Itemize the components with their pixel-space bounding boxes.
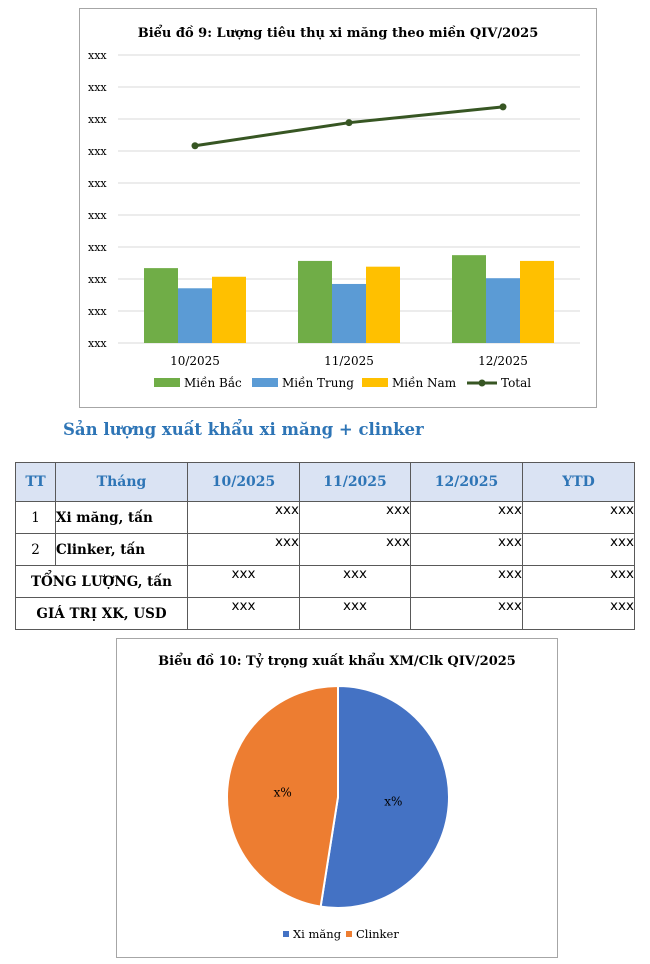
chart9-y-tick: xxx: [88, 145, 107, 158]
chart9-y-tick: xxx: [88, 113, 107, 126]
row-label: Xi măng, tấn: [55, 501, 188, 534]
table-cell: xxx: [299, 501, 411, 534]
chart9-bar-mien-nam: [212, 276, 246, 343]
chart9-x-tick: 11/2025: [324, 354, 374, 368]
chart9-legend-mien-bac-swatch: [154, 378, 180, 387]
table-row: 1 Xi măng, tấn xxx xxx xxx xxx: [15, 501, 635, 534]
table-cell: xxx: [522, 565, 635, 598]
chart9-y-tick: xxx: [88, 241, 107, 254]
header-10-2025: 10/2025: [187, 462, 300, 502]
chart9-bar-mien-nam: [520, 260, 554, 343]
chart9-y-tick: xxx: [88, 177, 107, 190]
table-header-row: TT Tháng 10/2025 11/2025 12/2025 YTD: [15, 462, 635, 502]
table-cell: xxx: [299, 533, 411, 566]
row-label: GIÁ TRỊ XK, USD: [15, 597, 188, 630]
chart9-y-tick: xxx: [88, 305, 107, 318]
header-thang: Tháng: [55, 462, 188, 502]
chart9-total-point: [345, 119, 353, 127]
table-row: GIÁ TRỊ XK, USD xxx xxx xxx xxx: [15, 597, 635, 630]
chart9-legend-mien-bac: Miền Bắc: [184, 375, 242, 390]
section-title: Sản lượng xuất khẩu xi măng + clinker: [63, 420, 424, 439]
chart9-bar-mien-bac: [452, 255, 486, 343]
chart10-data-label: x%: [274, 786, 292, 800]
chart10-legend-clinker: Clinker: [356, 927, 399, 941]
chart10-title: Biểu đồ 10: Tỷ trọng xuất khẩu XM/Clk QI…: [158, 653, 516, 669]
table-cell: xxx: [187, 597, 300, 630]
chart9-container: Biểu đồ 9: Lượng tiêu thụ xi măng theo m…: [79, 8, 597, 408]
chart10-legend-xi-mang: Xi măng: [293, 927, 342, 941]
chart9-legend-mien-trung: Miền Trung: [282, 375, 354, 390]
row-number: 2: [15, 533, 56, 566]
table-cell: xxx: [299, 565, 411, 598]
table-cell: xxx: [410, 597, 523, 630]
chart9-y-tick: xxx: [88, 273, 107, 286]
chart9-legend-mien-nam: Miền Nam: [392, 375, 457, 390]
chart10-legend-xi-mang-swatch: [283, 931, 289, 937]
row-label: TỔNG LƯỢNG, tấn: [15, 565, 188, 598]
table-cell: xxx: [522, 597, 635, 630]
table-cell: xxx: [187, 565, 300, 598]
chart9-legend-total: Total: [501, 376, 531, 390]
chart10-plot: Biểu đồ 10: Tỷ trọng xuất khẩu XM/Clk QI…: [158, 653, 516, 941]
chart9-x-tick: 12/2025: [478, 354, 528, 368]
row-number: 1: [15, 501, 56, 534]
chart9-y-tick: xxx: [88, 209, 107, 222]
table-cell: xxx: [410, 501, 523, 534]
chart9-bar-mien-trung: [486, 278, 520, 343]
chart9-total-point: [499, 103, 507, 111]
table-cell: xxx: [522, 533, 635, 566]
chart9-y-tick: xxx: [88, 49, 107, 62]
chart9-legend-mien-trung-swatch: [252, 378, 278, 387]
chart9-title: Biểu đồ 9: Lượng tiêu thụ xi măng theo m…: [138, 25, 539, 41]
chart10-container: Biểu đồ 10: Tỷ trọng xuất khẩu XM/Clk QI…: [116, 638, 558, 958]
chart10-data-label: x%: [384, 794, 402, 808]
table-cell: xxx: [299, 597, 411, 630]
table-cell: xxx: [522, 501, 635, 534]
header-tt: TT: [15, 462, 56, 502]
table-cell: xxx: [187, 501, 300, 534]
table-cell: xxx: [410, 533, 523, 566]
chart9-bar-mien-nam: [366, 266, 400, 343]
export-table: TT Tháng 10/2025 11/2025 12/2025 YTD 1 X…: [15, 462, 635, 630]
chart9-legend-total-marker: [478, 379, 486, 387]
chart9-bar-mien-trung: [178, 288, 212, 343]
chart10-legend-clinker-swatch: [346, 931, 352, 937]
table-row: TỔNG LƯỢNG, tấn xxx xxx xxx xxx: [15, 565, 635, 598]
chart9-y-tick: xxx: [88, 81, 107, 94]
chart9-bar-mien-bac: [144, 268, 178, 343]
chart9-total-line: [194, 105, 504, 148]
chart9-bar-mien-trung: [332, 283, 366, 343]
chart9-bar-mien-bac: [298, 260, 332, 343]
chart9-total-point: [191, 142, 199, 150]
table-cell: xxx: [410, 565, 523, 598]
chart10-pie-slice-clinker: [226, 684, 339, 908]
chart10-pie-slice-xi-mang: [319, 684, 451, 909]
header-11-2025: 11/2025: [299, 462, 411, 502]
table-cell: xxx: [187, 533, 300, 566]
chart9-x-tick: 10/2025: [170, 354, 220, 368]
header-ytd: YTD: [522, 462, 635, 502]
chart9-y-tick: xxx: [88, 337, 107, 350]
chart9-legend-mien-nam-swatch: [362, 378, 388, 387]
row-label: Clinker, tấn: [55, 533, 188, 566]
header-12-2025: 12/2025: [410, 462, 523, 502]
chart9-plot: Biểu đồ 9: Lượng tiêu thụ xi măng theo m…: [88, 25, 580, 390]
table-row: 2 Clinker, tấn xxx xxx xxx xxx: [15, 533, 635, 566]
